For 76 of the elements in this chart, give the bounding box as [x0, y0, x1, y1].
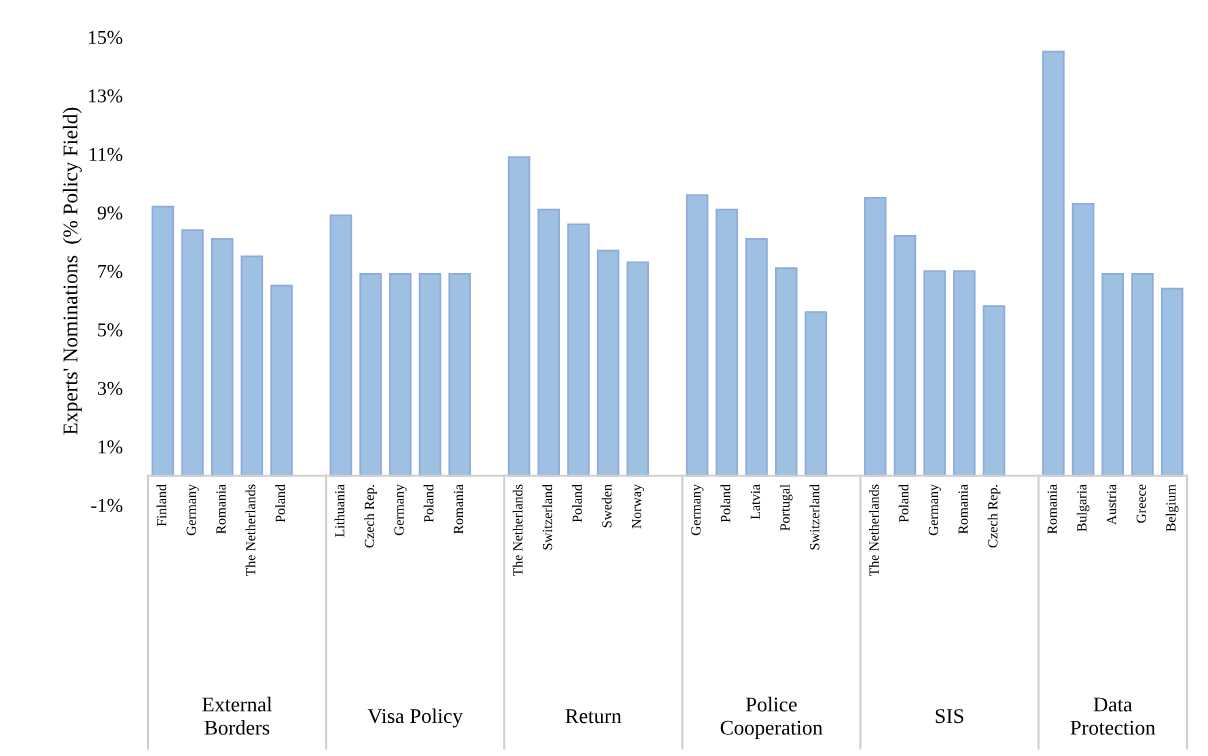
- bar: [151, 205, 175, 477]
- text: Return: [565, 709, 622, 724]
- bar: [745, 238, 768, 477]
- bar: [1071, 202, 1095, 477]
- text: Data Protection: [1070, 697, 1156, 735]
- x-tick-label: Latvia: [750, 484, 761, 520]
- bar: [864, 197, 887, 477]
- bar: [626, 261, 650, 477]
- x-tick-label: The Netherlands: [245, 484, 256, 577]
- bar: [893, 235, 917, 477]
- x-tick-label: Romania: [453, 484, 464, 534]
- x-tick-label: Portugal: [779, 484, 793, 531]
- y-tick-label: 5%: [98, 323, 123, 337]
- bar: [418, 273, 442, 477]
- y-tick-label: 3%: [97, 381, 123, 396]
- y-tick-label: 1%: [98, 440, 123, 454]
- x-tick-label: Switzerland: [542, 484, 553, 550]
- bar: [1160, 287, 1184, 477]
- y-tick-label: -1%: [91, 498, 123, 513]
- text: Visa Policy: [367, 708, 463, 728]
- bar: [1131, 273, 1154, 477]
- x-tick-label: Poland: [423, 484, 434, 523]
- x-tick-label: Germany: [928, 484, 941, 536]
- bar: [953, 270, 976, 477]
- x-tick-label: Poland: [572, 484, 582, 523]
- x-tick-label: Germany: [186, 484, 199, 536]
- y-axis-title: Experts' Nominations (% Policy Field): [62, 107, 82, 435]
- bar: [923, 270, 946, 477]
- x-tick-label: Germany: [394, 484, 407, 536]
- bar: [1042, 50, 1065, 477]
- x-tick-label: Finland: [156, 484, 167, 527]
- bar: [715, 208, 739, 477]
- y-tick-label: 11%: [89, 147, 123, 162]
- bar: [210, 238, 234, 477]
- bar: [270, 284, 293, 477]
- x-tick-label: Czech Rep.: [364, 485, 377, 548]
- y-tick-label: 15%: [89, 30, 123, 45]
- bar: [240, 255, 264, 477]
- x-tick-label: Lithuania: [334, 484, 345, 537]
- bar: [596, 249, 620, 477]
- text: SIS: [935, 709, 964, 724]
- x-tick-label: The Netherlands: [868, 484, 879, 577]
- x-tick-label: Poland: [720, 484, 731, 523]
- bar: [448, 273, 471, 477]
- x-tick-label: Bulgaria: [1076, 484, 1090, 532]
- text: Police Cooperation: [720, 696, 823, 739]
- bar: [359, 273, 382, 477]
- x-tick-label: Romania: [1047, 484, 1057, 534]
- x-tick-label: Romania: [958, 484, 968, 534]
- bar: [567, 223, 590, 477]
- bar: [774, 267, 798, 477]
- bar: [685, 194, 709, 477]
- bar: [329, 214, 353, 477]
- y-tick-label: 13%: [89, 89, 123, 103]
- x-tick-label: Germany: [691, 484, 704, 536]
- x-tick-label: Czech Rep.: [987, 485, 1001, 548]
- x-tick-label: Poland: [275, 484, 286, 523]
- x-tick-label: Poland: [898, 484, 909, 523]
- x-tick-label: Norway: [632, 484, 645, 529]
- bar: [982, 305, 1006, 477]
- bar: [507, 156, 531, 477]
- bar: [389, 273, 412, 477]
- x-tick-label: Switzerland: [809, 484, 820, 550]
- x-tick-label: Greece: [1136, 484, 1146, 523]
- bar: [804, 311, 828, 477]
- bar: [537, 208, 560, 477]
- text: External Borders: [202, 696, 272, 735]
- x-tick-label: Romania: [216, 484, 226, 534]
- bar: [1101, 273, 1124, 477]
- x-tick-label: Sweden: [601, 484, 612, 528]
- bar: [181, 229, 204, 477]
- y-tick-label: 7%: [98, 264, 123, 279]
- x-tick-label: The Netherlands: [512, 484, 523, 577]
- y-tick-label: 9%: [97, 206, 123, 220]
- x-tick-label: Austria: [1106, 484, 1117, 525]
- x-tick-label: Belgium: [1165, 484, 1179, 532]
